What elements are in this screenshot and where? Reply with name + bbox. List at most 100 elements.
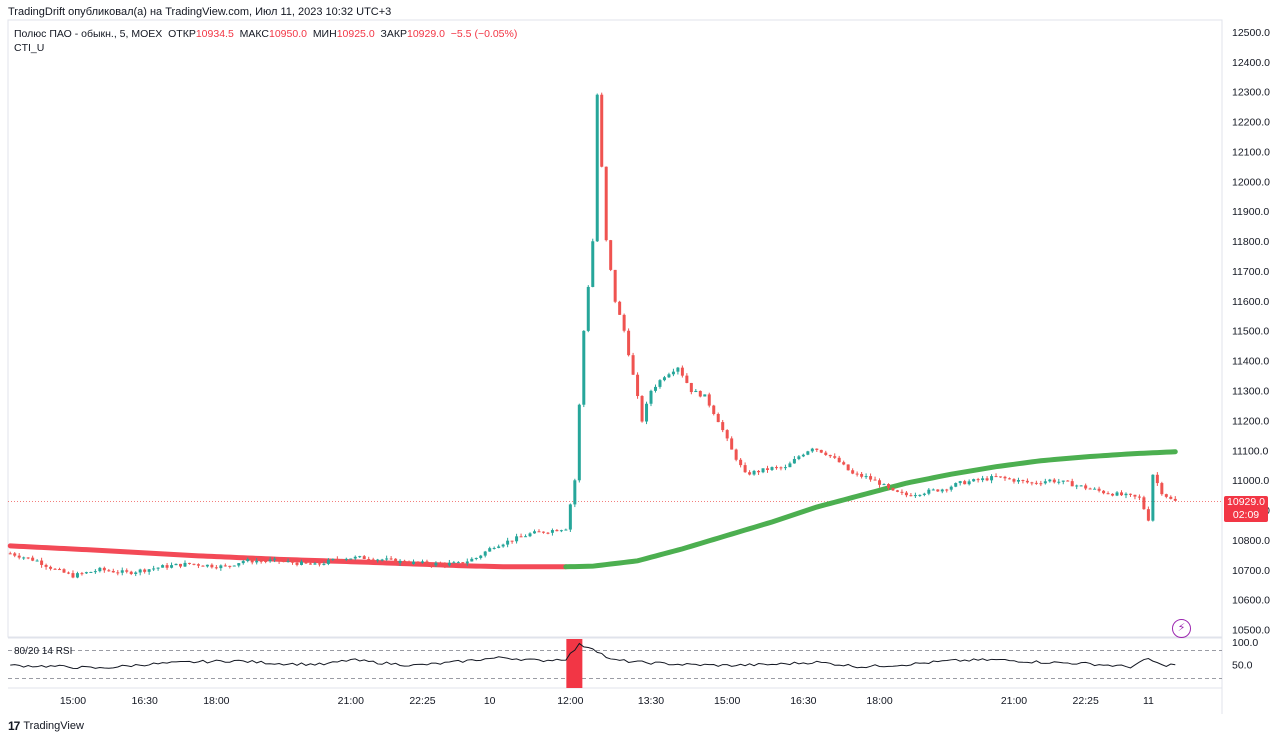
brand-footer[interactable]: 17 TradingView <box>8 719 84 733</box>
candle[interactable] <box>515 533 519 544</box>
candle[interactable] <box>519 533 523 538</box>
candle[interactable] <box>501 543 505 548</box>
candle[interactable] <box>671 368 675 377</box>
candle[interactable] <box>864 473 868 479</box>
candle[interactable] <box>295 561 299 567</box>
candle[interactable] <box>134 571 138 577</box>
candle[interactable] <box>1164 493 1168 499</box>
candle[interactable] <box>774 465 778 470</box>
candle[interactable] <box>304 561 308 565</box>
candle[interactable] <box>783 464 787 471</box>
candle[interactable] <box>187 562 191 565</box>
candle[interactable] <box>541 531 545 534</box>
candle[interactable] <box>949 485 953 492</box>
candle[interactable] <box>483 550 487 558</box>
candle[interactable] <box>376 558 380 563</box>
candle[interactable] <box>931 488 935 491</box>
candle[interactable] <box>533 529 537 534</box>
candle[interactable] <box>1142 495 1146 510</box>
candle[interactable] <box>734 448 738 462</box>
candle[interactable] <box>223 563 227 567</box>
candle[interactable] <box>1169 495 1173 500</box>
candle[interactable] <box>761 468 765 474</box>
candle[interactable] <box>31 555 35 562</box>
candle[interactable] <box>331 558 335 561</box>
candle[interactable] <box>757 469 761 475</box>
candle[interactable] <box>976 477 980 483</box>
candle[interactable] <box>1124 492 1128 499</box>
candle[interactable] <box>66 571 70 575</box>
candle[interactable] <box>107 568 111 572</box>
candle[interactable] <box>922 492 926 497</box>
candle[interactable] <box>416 561 420 565</box>
candle[interactable] <box>1057 478 1061 485</box>
candle[interactable] <box>564 528 568 531</box>
candle[interactable] <box>748 470 752 476</box>
candle[interactable] <box>143 568 147 574</box>
candle[interactable] <box>8 551 12 555</box>
candle[interactable] <box>1133 494 1137 500</box>
candle[interactable] <box>546 531 550 535</box>
candle[interactable] <box>837 455 841 463</box>
candle[interactable] <box>636 372 640 399</box>
candle[interactable] <box>595 93 599 242</box>
candle[interactable] <box>488 546 492 552</box>
candle[interactable] <box>452 560 456 564</box>
candle[interactable] <box>1106 491 1110 495</box>
candle[interactable] <box>1173 496 1177 502</box>
candle[interactable] <box>582 330 586 408</box>
candle[interactable] <box>394 558 398 564</box>
candle[interactable] <box>797 455 801 461</box>
candle[interactable] <box>528 532 532 538</box>
candle[interactable] <box>999 476 1003 478</box>
candle[interactable] <box>927 488 931 496</box>
candle[interactable] <box>806 450 810 456</box>
candle[interactable] <box>255 558 259 565</box>
candle[interactable] <box>1039 480 1043 487</box>
candle[interactable] <box>913 492 917 499</box>
candle[interactable] <box>559 529 563 533</box>
candle[interactable] <box>183 560 187 567</box>
candle[interactable] <box>779 466 783 471</box>
candle[interactable] <box>887 483 890 490</box>
candle[interactable] <box>990 474 994 484</box>
candle[interactable] <box>317 562 321 567</box>
candle[interactable] <box>49 565 53 571</box>
candle[interactable] <box>434 561 438 567</box>
candle[interactable] <box>1066 480 1070 482</box>
candle[interactable] <box>129 570 133 576</box>
candle[interactable] <box>152 565 156 572</box>
candle[interactable] <box>1128 493 1132 497</box>
candle[interactable] <box>53 567 57 570</box>
candle[interactable] <box>667 372 671 378</box>
candle[interactable] <box>855 471 859 477</box>
candle[interactable] <box>963 479 967 485</box>
candle[interactable] <box>716 412 720 423</box>
candle[interactable] <box>268 556 272 563</box>
candle[interactable] <box>407 560 411 566</box>
candle[interactable] <box>1021 479 1025 484</box>
candle[interactable] <box>609 239 613 272</box>
candle[interactable] <box>810 447 814 453</box>
candle[interactable] <box>44 563 48 570</box>
candle[interactable] <box>1146 506 1150 522</box>
candle[interactable] <box>945 488 949 493</box>
candle[interactable] <box>1070 478 1074 487</box>
indicator-legend[interactable]: CTI_U <box>14 42 45 54</box>
candle[interactable] <box>873 476 877 481</box>
candle[interactable] <box>658 379 662 389</box>
candle[interactable] <box>102 566 106 573</box>
lightning-icon[interactable]: ⚡ <box>1172 619 1191 638</box>
candle[interactable] <box>308 562 312 565</box>
candle[interactable] <box>591 238 595 288</box>
candle[interactable] <box>918 494 922 497</box>
candle[interactable] <box>550 528 554 536</box>
candle[interactable] <box>1093 487 1097 490</box>
candle[interactable] <box>994 473 998 478</box>
candle[interactable] <box>869 473 873 482</box>
candle[interactable] <box>833 453 837 460</box>
candle[interactable] <box>1003 475 1007 481</box>
candle[interactable] <box>210 563 214 569</box>
candle[interactable] <box>58 567 62 571</box>
candle[interactable] <box>676 366 680 375</box>
